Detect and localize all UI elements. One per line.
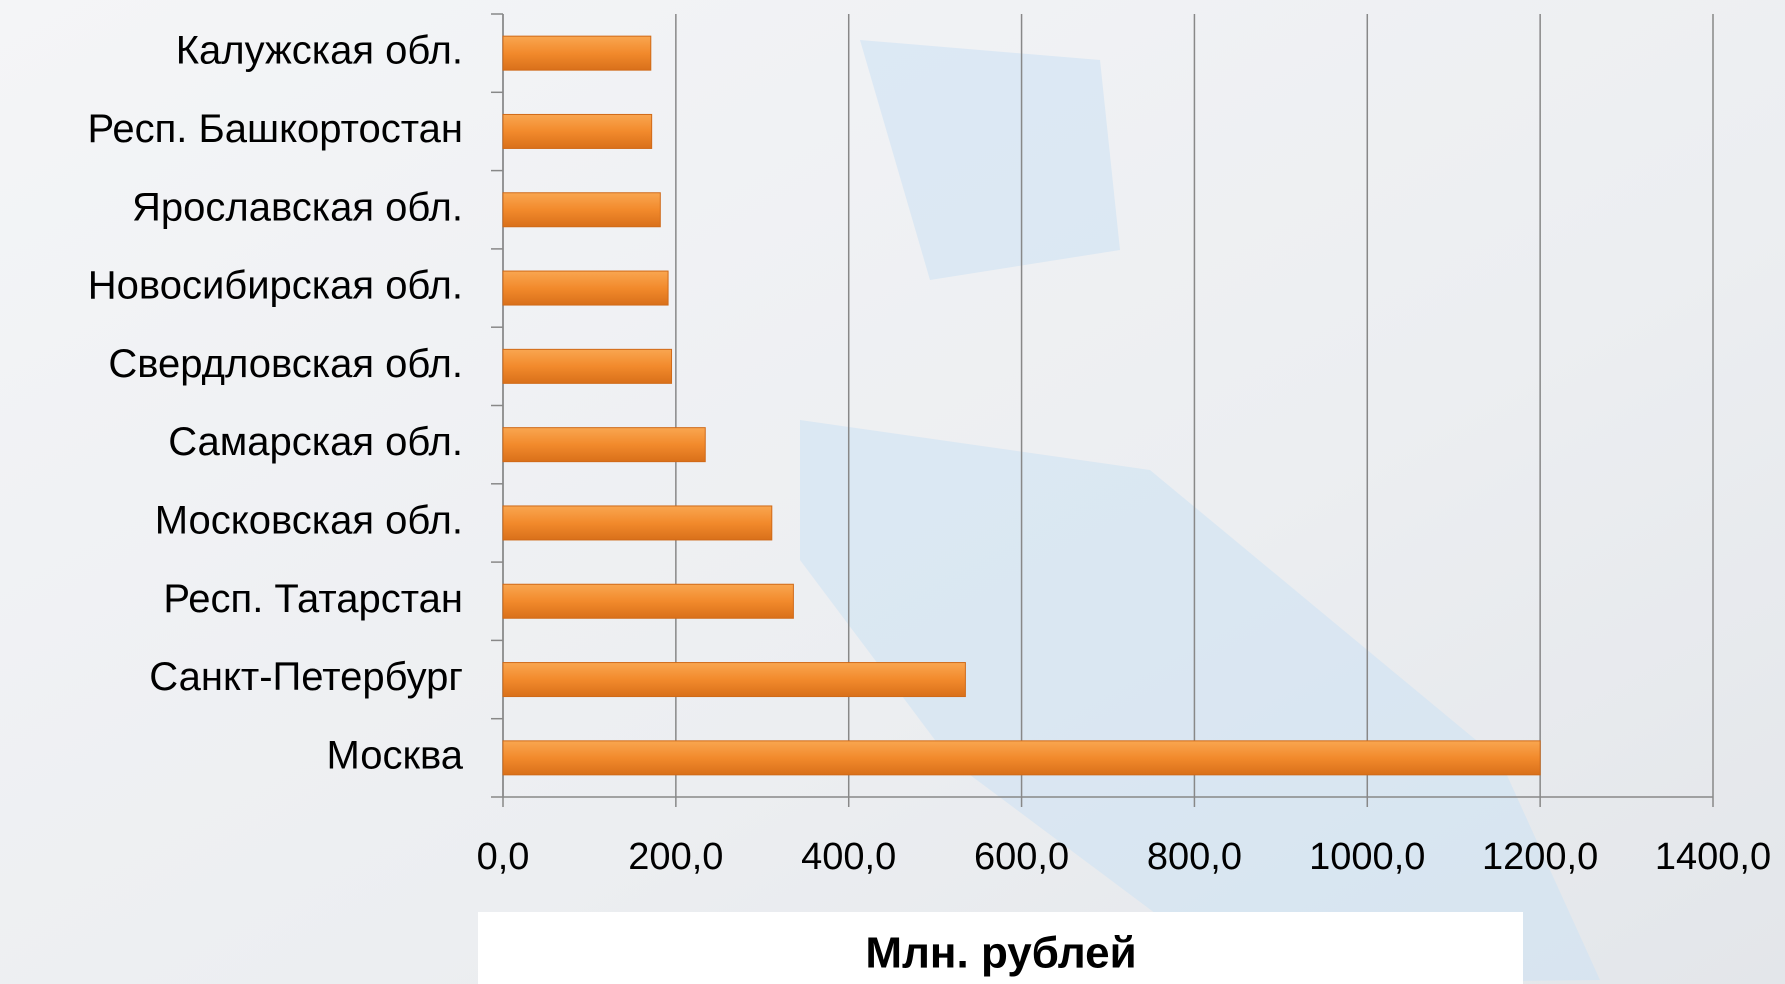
x-tick-label: 0,0 (477, 836, 530, 878)
x-tick-label: 600,0 (974, 836, 1069, 878)
x-tick-label: 1400,0 (1655, 836, 1771, 878)
y-tick-label: Свердловская обл. (108, 342, 463, 386)
bar (502, 740, 1541, 776)
x-tick-label: 1200,0 (1482, 836, 1598, 878)
bar (502, 505, 773, 541)
puzzle-decoration (860, 40, 1120, 280)
bar (502, 662, 966, 698)
bar (502, 113, 653, 149)
x-tick-label: 200,0 (628, 836, 723, 878)
bar (502, 270, 669, 306)
y-tick-label: Москва (326, 733, 463, 777)
y-tick-label: Респ. Татарстан (163, 577, 463, 621)
bar (502, 427, 706, 463)
puzzle-decoration (800, 420, 1600, 984)
x-tick-label: 1000,0 (1309, 836, 1425, 878)
bar (502, 35, 652, 71)
x-tick-label: 400,0 (801, 836, 896, 878)
x-label-box (478, 912, 1523, 984)
y-tick-label: Новосибирская обл. (88, 264, 463, 308)
y-tick-label: Московская обл. (155, 499, 463, 543)
x-axis-label: Млн. рублей (865, 929, 1136, 978)
y-tick-label: Ярославская обл. (132, 185, 463, 229)
bar (502, 583, 794, 619)
bar (502, 348, 673, 384)
y-tick-label: Респ. Башкортостан (87, 107, 463, 151)
x-tick-label: 800,0 (1147, 836, 1242, 878)
y-tick-label: Самарская обл. (168, 420, 463, 464)
bar (502, 192, 661, 228)
y-tick-label: Калужская обл. (176, 29, 463, 73)
y-tick-label: Санкт-Петербург (149, 655, 463, 699)
